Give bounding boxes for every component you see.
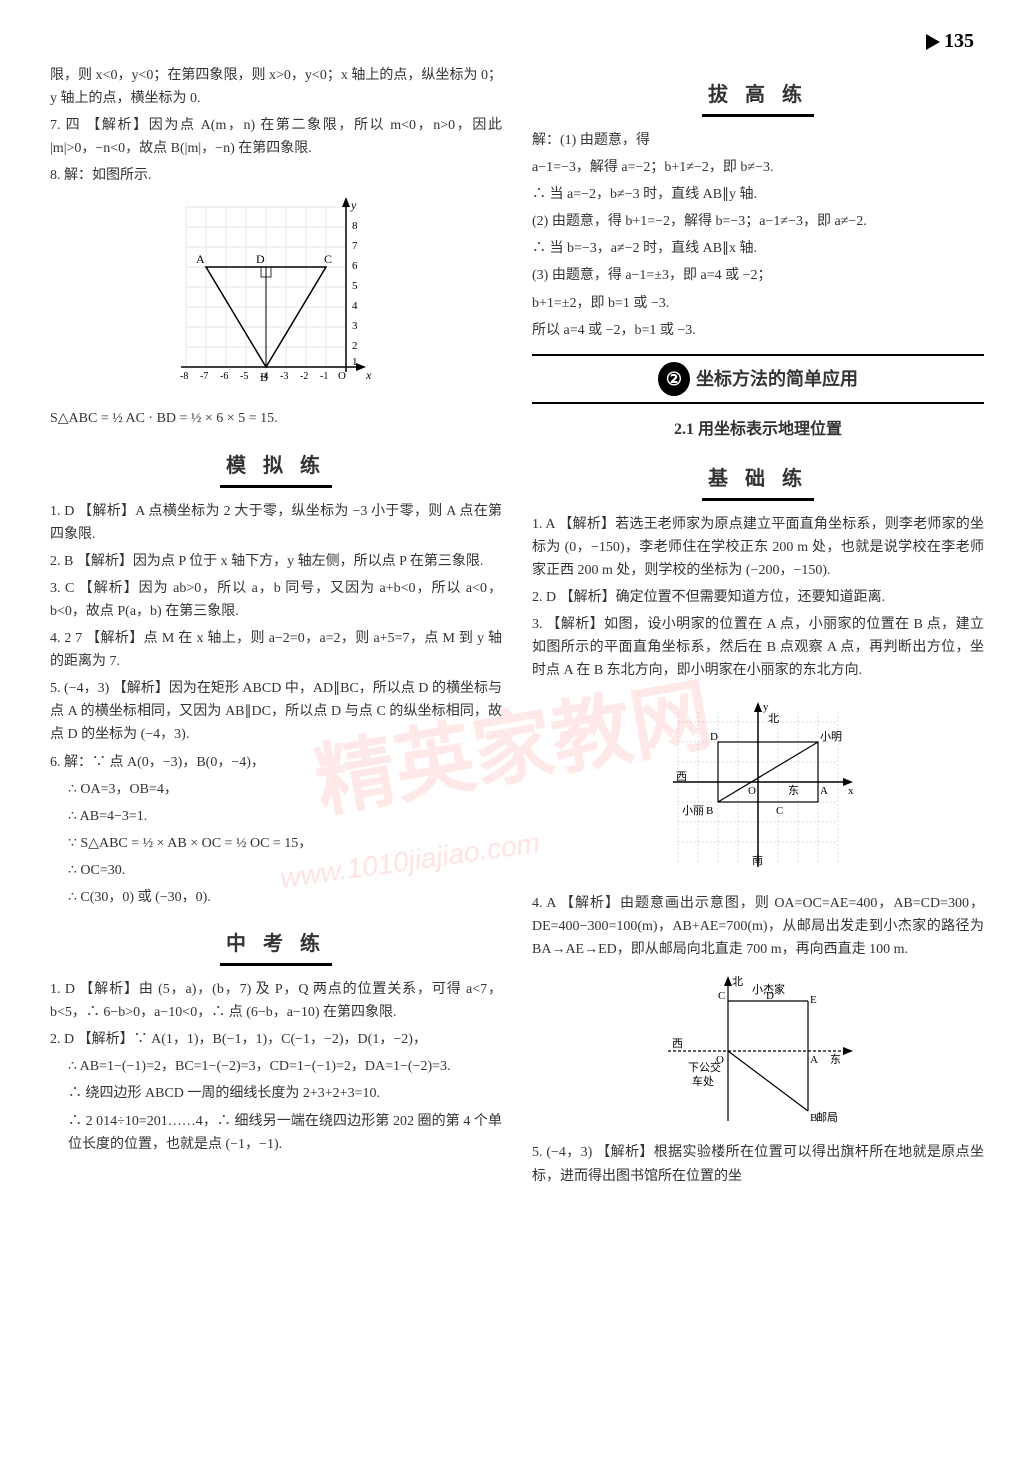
list-item: ∴ 2 014÷10=201……4，∴ 细线另一端在绕四边形第 202 圈的第 …	[50, 1110, 502, 1156]
list-item: ∴ C(30，0) 或 (−30，0).	[50, 886, 502, 909]
svg-text:A: A	[810, 1054, 818, 1066]
text-line: 8. 解：如图所示.	[50, 164, 502, 187]
svg-text:西: 西	[676, 771, 687, 783]
svg-text:小丽: 小丽	[682, 804, 704, 817]
svg-text:4: 4	[352, 300, 358, 312]
svg-text:D: D	[766, 990, 774, 1002]
list-item: 1. D 【解析】由 (5，a)，(b，7) 及 P，Q 两点的位置关系，可得 …	[50, 978, 502, 1024]
title-text: 拔 高 练	[702, 78, 814, 117]
svg-text:O: O	[338, 370, 346, 382]
svg-text:东: 东	[788, 784, 799, 797]
list-item: ∴ 当 a=−2，b≠−3 时，直线 AB∥y 轴.	[532, 183, 984, 206]
list-item: ∵ S△ABC = ½ × AB × OC = ½ OC = 15，	[50, 832, 502, 855]
text-line: 7. 四 【解析】因为点 A(m，n) 在第二象限，所以 m<0，n>0，因此 …	[50, 114, 502, 160]
svg-text:东: 东	[830, 1053, 841, 1066]
list-item: a−1=−3，解得 a=−2；b+1≠−2，即 b≠−3.	[532, 156, 984, 179]
svg-text:6: 6	[352, 260, 358, 272]
svg-text:x: x	[365, 368, 372, 382]
list-item: 6. 解：∵ 点 A(0，−3)，B(0，−4)，	[50, 751, 502, 774]
list-item: ∴ 当 b=−3，a≠−2 时，直线 AB∥x 轴.	[532, 237, 984, 260]
svg-text:2: 2	[352, 340, 358, 352]
chapter-number-badge: ②	[658, 362, 690, 397]
svg-text:南: 南	[752, 854, 763, 867]
svg-text:北: 北	[768, 712, 779, 725]
svg-text:-2: -2	[300, 371, 308, 382]
formula-line: S△ABC = ½ AC · BD = ½ × 6 × 5 = 15.	[50, 407, 502, 430]
svg-text:D: D	[256, 252, 265, 266]
list-item: 4. A 【解析】由题意画出示意图，则 OA=OC=AE=400，AB=CD=3…	[532, 892, 984, 961]
list-item: ∴ OA=3，OB=4，	[50, 778, 502, 801]
list-item: 所以 a=4 或 −2，b=1 或 −3.	[532, 319, 984, 342]
list-item: (2) 由题意，得 b+1=−2，解得 b=−3；a−1≠−3，即 a≠−2.	[532, 210, 984, 233]
figure-triangle-grid: y x O A D C B 87 65 43 21 -8-7 -6-5 -4-3…	[166, 197, 386, 397]
sub-chapter-title: 2.1 用坐标表示地理位置	[532, 416, 984, 443]
svg-text:-8: -8	[180, 371, 188, 382]
svg-text:5: 5	[352, 280, 358, 292]
section-title-jichu: 基 础 练	[532, 462, 984, 501]
svg-text:小明: 小明	[820, 730, 842, 743]
page-content: 限，则 x<0，y<0；在第四象限，则 x>0，y<0；x 轴上的点，纵坐标为 …	[0, 0, 1024, 1212]
title-text: 中 考 练	[220, 927, 332, 966]
figure-direction-diagram: 北 小杰家 C D E 西 O 东 下公交 车处 A B 邮局	[658, 971, 858, 1131]
svg-text:-5: -5	[240, 371, 248, 382]
svg-text:8: 8	[352, 220, 358, 232]
list-item: ∴ AB=1−(−1)=2，BC=1−(−2)=3，CD=1−(−1)=2，DA…	[50, 1055, 502, 1078]
svg-text:7: 7	[352, 240, 358, 252]
svg-text:-6: -6	[220, 371, 228, 382]
svg-text:1: 1	[352, 356, 358, 368]
svg-text:A: A	[820, 785, 828, 797]
list-item: 2. D 【解析】确定位置不但需要知道方位，还要知道距离.	[532, 586, 984, 609]
section-title-zhongkao: 中 考 练	[50, 927, 502, 966]
text-line: 限，则 x<0，y<0；在第四象限，则 x>0，y<0；x 轴上的点，纵坐标为 …	[50, 64, 502, 110]
svg-text:y: y	[350, 198, 357, 212]
list-item: 4. 2 7 【解析】点 M 在 x 轴上，则 a−2=0，a=2，则 a+5=…	[50, 627, 502, 673]
svg-text:B: B	[706, 805, 713, 817]
section-title-moni: 模 拟 练	[50, 449, 502, 488]
svg-text:O: O	[748, 785, 756, 797]
svg-text:C: C	[718, 990, 725, 1002]
list-item: 5. (−4，3) 【解析】根据实验楼所在位置可以得出旗杆所在地就是原点坐标，进…	[532, 1141, 984, 1187]
list-item: 1. D 【解析】A 点横坐标为 2 大于零，纵坐标为 −3 小于零，则 A 点…	[50, 500, 502, 546]
title-text: 模 拟 练	[220, 449, 332, 488]
svg-text:车处: 车处	[692, 1074, 714, 1088]
list-item: 解：(1) 由题意，得	[532, 129, 984, 152]
figure-compass-grid: y x O D 小明 A B C 小丽 北 南 西 东	[648, 692, 868, 882]
svg-text:A: A	[196, 252, 205, 266]
svg-text:-1: -1	[320, 371, 328, 382]
list-item: 3. 【解析】如图，设小明家的位置在 A 点，小丽家的位置在 B 点，建立如图所…	[532, 613, 984, 682]
svg-text:邮局: 邮局	[816, 1111, 838, 1124]
list-item: ∴ AB=4−3=1.	[50, 805, 502, 828]
arrow-icon	[926, 34, 940, 50]
list-item: ∴ 绕四边形 ABCD 一周的细线长度为 2+3+2+3=10.	[50, 1082, 502, 1105]
svg-text:北: 北	[732, 975, 743, 988]
list-item: (3) 由题意，得 a−1=±3，即 a=4 或 −2；	[532, 264, 984, 287]
section-title-bagao: 拔 高 练	[532, 78, 984, 117]
svg-text:西: 西	[672, 1038, 683, 1050]
list-item: 2. B 【解析】因为点 P 位于 x 轴下方，y 轴左侧，所以点 P 在第三象…	[50, 550, 502, 573]
list-item: b+1=±2，即 b=1 或 −3.	[532, 292, 984, 315]
page-number: 135	[926, 30, 974, 53]
svg-text:C: C	[776, 805, 783, 817]
right-column: 拔 高 练 解：(1) 由题意，得 a−1=−3，解得 a=−2；b+1≠−2，…	[532, 60, 984, 1192]
chapter-header: ② 坐标方法的简单应用	[532, 354, 984, 405]
list-item: ∴ OC=30.	[50, 859, 502, 882]
svg-text:3: 3	[352, 320, 358, 332]
list-item: 5. (−4，3) 【解析】因为在矩形 ABCD 中，AD∥BC，所以点 D 的…	[50, 677, 502, 746]
svg-text:C: C	[324, 252, 332, 266]
svg-text:D: D	[710, 731, 718, 743]
list-item: 1. A 【解析】若选王老师家为原点建立平面直角坐标系，则李老师家的坐标为 (0…	[532, 513, 984, 582]
list-item: 3. C 【解析】因为 ab>0，所以 a，b 同号，又因为 a+b<0，所以 …	[50, 577, 502, 623]
svg-text:-7: -7	[200, 371, 208, 382]
svg-text:-3: -3	[280, 371, 288, 382]
svg-text:x: x	[848, 785, 854, 797]
svg-text:下公交: 下公交	[688, 1060, 721, 1074]
chapter-title-text: 坐标方法的简单应用	[696, 369, 858, 389]
page-num-text: 135	[944, 30, 974, 52]
list-item: 2. D 【解析】∵ A(1，1)，B(−1，1)，C(−1，−2)，D(1，−…	[50, 1028, 502, 1051]
title-text: 基 础 练	[702, 462, 814, 501]
svg-text:y: y	[763, 701, 769, 713]
svg-text:E: E	[810, 994, 817, 1006]
svg-text:-4: -4	[260, 371, 268, 382]
left-column: 限，则 x<0，y<0；在第四象限，则 x>0，y<0；x 轴上的点，纵坐标为 …	[50, 60, 502, 1192]
